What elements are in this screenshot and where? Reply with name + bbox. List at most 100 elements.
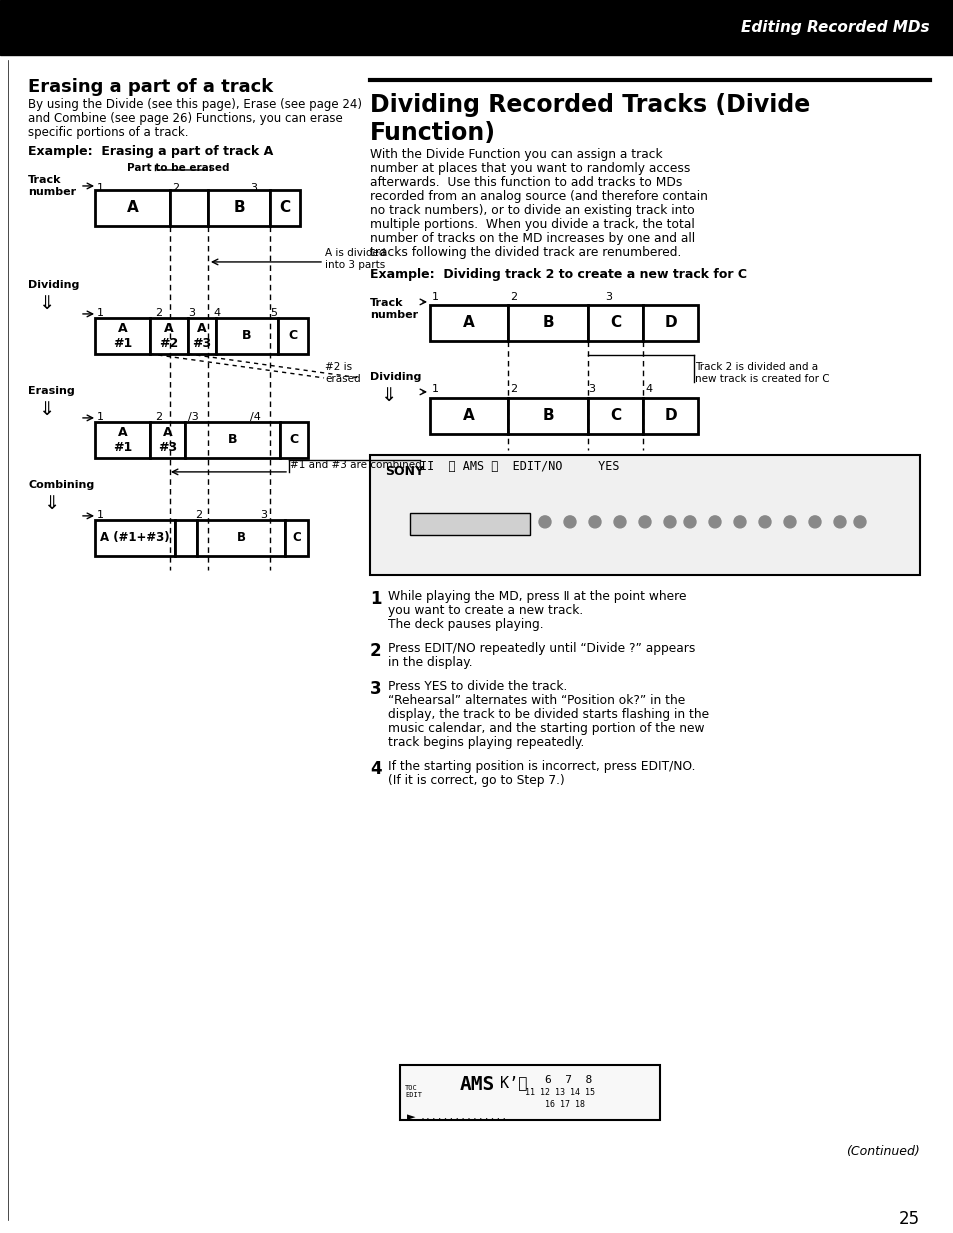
Circle shape bbox=[783, 515, 795, 528]
Text: music calendar, and the starting portion of the new: music calendar, and the starting portion… bbox=[388, 721, 703, 735]
Text: Track
number: Track number bbox=[370, 298, 417, 319]
Circle shape bbox=[614, 515, 625, 528]
Text: /4: /4 bbox=[250, 412, 260, 422]
Text: 2: 2 bbox=[194, 510, 202, 520]
Text: Example:  Dividing track 2 to create a new track for C: Example: Dividing track 2 to create a ne… bbox=[370, 268, 746, 281]
Text: C: C bbox=[609, 408, 620, 423]
Text: 3: 3 bbox=[587, 383, 595, 393]
Bar bbox=[170, 190, 208, 226]
Bar bbox=[587, 305, 642, 340]
Bar bbox=[430, 305, 507, 340]
Text: Dividing Recorded Tracks (Divide
Function): Dividing Recorded Tracks (Divide Functio… bbox=[370, 92, 809, 144]
Bar bbox=[270, 190, 299, 226]
Text: number at places that you want to randomly access: number at places that you want to random… bbox=[370, 162, 690, 175]
Text: Editing Recorded MDs: Editing Recorded MDs bbox=[740, 21, 929, 36]
Text: Erasing a part of a track: Erasing a part of a track bbox=[28, 78, 273, 96]
Bar bbox=[188, 318, 215, 354]
Text: specific portions of a track.: specific portions of a track. bbox=[28, 126, 189, 139]
Circle shape bbox=[708, 515, 720, 528]
Text: Dividing: Dividing bbox=[28, 280, 79, 290]
Text: ⇓: ⇓ bbox=[379, 386, 395, 404]
Text: A: A bbox=[462, 316, 475, 330]
Text: in the display.: in the display. bbox=[388, 656, 472, 668]
Text: With the Divide Function you can assign a track: With the Divide Function you can assign … bbox=[370, 148, 662, 162]
Text: C: C bbox=[289, 433, 298, 446]
Text: Erasing: Erasing bbox=[28, 386, 74, 396]
Text: 1: 1 bbox=[432, 383, 438, 393]
Text: Part to be erased: Part to be erased bbox=[127, 163, 229, 173]
Text: A
#2: A #2 bbox=[159, 322, 178, 350]
Text: 3: 3 bbox=[260, 510, 267, 520]
Text: A
#3: A #3 bbox=[158, 425, 177, 454]
Text: C: C bbox=[288, 329, 297, 343]
Text: C: C bbox=[279, 201, 291, 216]
Circle shape bbox=[759, 515, 770, 528]
Text: 2: 2 bbox=[510, 292, 517, 302]
Bar bbox=[95, 422, 150, 457]
Text: D: D bbox=[663, 316, 676, 330]
Bar bbox=[507, 305, 587, 340]
Text: 2: 2 bbox=[154, 412, 162, 422]
Text: 4: 4 bbox=[213, 308, 220, 318]
Text: 1: 1 bbox=[97, 510, 104, 520]
Text: B: B bbox=[228, 433, 237, 446]
Bar bbox=[277, 318, 308, 354]
Bar bbox=[642, 398, 698, 434]
Bar bbox=[215, 318, 277, 354]
Text: 16 17 18: 16 17 18 bbox=[544, 1100, 584, 1108]
Text: A
#3: A #3 bbox=[193, 322, 212, 350]
Bar bbox=[285, 520, 308, 556]
Text: “Rehearsal” alternates with “Position ok?” in the: “Rehearsal” alternates with “Position ok… bbox=[388, 694, 684, 707]
Text: no track numbers), or to divide an existing track into: no track numbers), or to divide an exist… bbox=[370, 203, 694, 217]
Text: 1: 1 bbox=[97, 308, 104, 318]
Bar bbox=[95, 190, 170, 226]
Circle shape bbox=[833, 515, 845, 528]
Text: The deck pauses playing.: The deck pauses playing. bbox=[388, 618, 543, 631]
Text: II  ⏮ AMS ⏭  EDIT/NO     YES: II ⏮ AMS ⏭ EDIT/NO YES bbox=[419, 460, 618, 473]
Text: multiple portions.  When you divide a track, the total: multiple portions. When you divide a tra… bbox=[370, 218, 694, 231]
Text: 2: 2 bbox=[510, 383, 517, 393]
Text: 6  7  8: 6 7 8 bbox=[544, 1075, 592, 1085]
Text: track begins playing repeatedly.: track begins playing repeatedly. bbox=[388, 736, 584, 748]
Text: 11 12 13 14 15: 11 12 13 14 15 bbox=[524, 1088, 595, 1096]
Text: 4: 4 bbox=[370, 760, 381, 778]
Text: A (#1+#3): A (#1+#3) bbox=[100, 531, 170, 545]
Text: (Continued): (Continued) bbox=[845, 1144, 919, 1158]
Text: Dividing: Dividing bbox=[370, 372, 421, 382]
Text: D: D bbox=[663, 408, 676, 423]
Bar bbox=[0, 0, 953, 55]
Text: AMS: AMS bbox=[459, 1075, 495, 1094]
Text: tracks following the divided track are renumbered.: tracks following the divided track are r… bbox=[370, 245, 680, 259]
Text: A
#1: A #1 bbox=[112, 425, 132, 454]
Text: you want to create a new track.: you want to create a new track. bbox=[388, 604, 582, 616]
Text: Example:  Erasing a part of track A: Example: Erasing a part of track A bbox=[28, 145, 273, 158]
Bar bbox=[196, 520, 285, 556]
Bar bbox=[587, 398, 642, 434]
Bar bbox=[174, 520, 196, 556]
Text: By using the Divide (see this page), Erase (see page 24): By using the Divide (see this page), Era… bbox=[28, 97, 361, 111]
Text: 2: 2 bbox=[172, 182, 179, 192]
Circle shape bbox=[853, 515, 865, 528]
Bar bbox=[150, 422, 185, 457]
Circle shape bbox=[639, 515, 650, 528]
Text: ⇓: ⇓ bbox=[38, 399, 54, 419]
Bar bbox=[185, 422, 280, 457]
Text: 2: 2 bbox=[370, 642, 381, 660]
Text: Press YES to divide the track.: Press YES to divide the track. bbox=[388, 679, 567, 693]
Text: (If it is correct, go to Step 7.): (If it is correct, go to Step 7.) bbox=[388, 774, 564, 787]
Text: While playing the MD, press Ⅱ at the point where: While playing the MD, press Ⅱ at the poi… bbox=[388, 589, 686, 603]
Text: 1: 1 bbox=[370, 589, 381, 608]
Text: 2: 2 bbox=[154, 308, 162, 318]
Text: number of tracks on the MD increases by one and all: number of tracks on the MD increases by … bbox=[370, 232, 695, 245]
Text: Combining: Combining bbox=[28, 480, 94, 490]
Text: 3: 3 bbox=[604, 292, 612, 302]
Bar bbox=[642, 305, 698, 340]
Text: and Combine (see page 26) Functions, you can erase: and Combine (see page 26) Functions, you… bbox=[28, 112, 342, 125]
Text: ⇓: ⇓ bbox=[43, 494, 59, 513]
Bar bbox=[95, 318, 150, 354]
Text: B: B bbox=[236, 531, 245, 545]
Text: Track 2 is divided and a
new track is created for C: Track 2 is divided and a new track is cr… bbox=[695, 363, 829, 383]
Text: A is divided
into 3 parts: A is divided into 3 parts bbox=[325, 248, 385, 270]
Text: ...............: ............... bbox=[419, 1112, 508, 1122]
Text: 1: 1 bbox=[97, 182, 104, 192]
